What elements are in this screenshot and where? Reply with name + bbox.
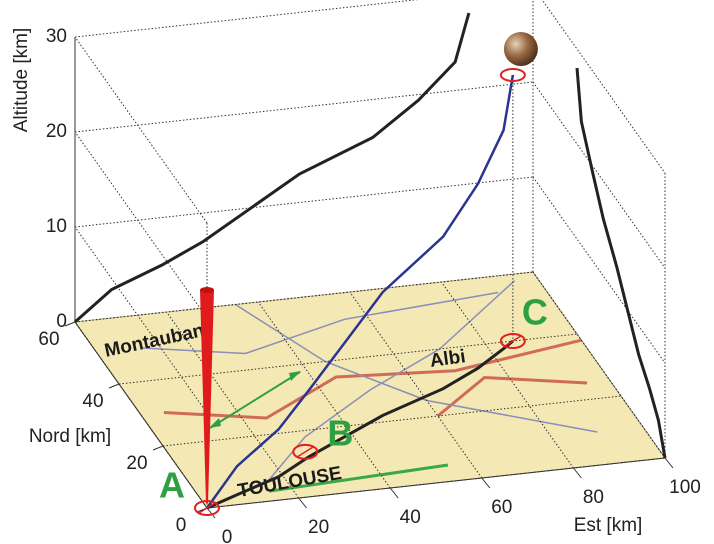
point-label: B <box>327 412 353 453</box>
tick-mark <box>298 497 307 509</box>
y-tick-label: 60 <box>38 329 59 350</box>
balloon <box>503 32 538 66</box>
x-tick-label: 0 <box>222 527 233 544</box>
map-road <box>436 375 588 418</box>
point-marker <box>499 333 526 349</box>
z-tick-label: 0 <box>56 311 67 332</box>
grid-line <box>440 281 574 469</box>
arrow-head <box>289 371 301 381</box>
map-road <box>268 463 449 493</box>
grid-line <box>74 81 534 133</box>
grid-line <box>532 81 666 269</box>
grid-line <box>257 301 391 489</box>
labels: 0 10 20 30 0 20 40 60 80 100 0 20 40 60 Est [km] Nord [… <box>11 26 701 544</box>
tick-mark <box>573 467 582 479</box>
map-road <box>142 291 499 355</box>
z-tick-label: 10 <box>46 216 67 237</box>
tick-mark <box>108 383 120 389</box>
point-marker-cross <box>198 502 216 514</box>
tick-mark <box>152 445 164 451</box>
grid-line <box>74 226 208 414</box>
point-marker-cross <box>504 335 522 347</box>
point-label: C <box>522 292 548 333</box>
wind-needle <box>200 290 214 503</box>
trajectory-ground <box>206 339 514 510</box>
y-tick-label: 40 <box>82 391 103 412</box>
map-label: Albi <box>428 346 466 372</box>
map-road <box>264 280 516 486</box>
grid-line <box>74 131 208 319</box>
y-tick-label: 0 <box>176 515 187 536</box>
x-tick-label: 60 <box>491 497 512 518</box>
y-axis-label: Nord [km] <box>29 426 111 447</box>
trajectory-wall-east <box>575 67 667 459</box>
grid-line <box>74 36 208 224</box>
wind-needle-top <box>200 287 214 293</box>
map-road <box>163 338 582 420</box>
grid-line <box>541 0 666 174</box>
grid <box>64 0 674 519</box>
x-tick-label: 80 <box>583 487 604 508</box>
curves <box>74 12 667 516</box>
grid-line <box>532 271 666 459</box>
trajectory-wall-north <box>74 12 471 324</box>
arrow <box>209 371 301 429</box>
trajectory <box>205 74 515 509</box>
z-tick-label: 20 <box>46 121 67 142</box>
tick-mark <box>664 457 674 469</box>
tick-mark <box>389 487 399 499</box>
marker <box>499 68 526 82</box>
z-axis-label: Altitude [km] <box>11 28 32 133</box>
arrow-head <box>209 418 221 428</box>
z-tick-label: 30 <box>46 26 67 47</box>
grid-line <box>74 176 534 228</box>
point-marker <box>194 500 220 516</box>
point-label: A <box>159 465 185 506</box>
x-tick-label: 20 <box>308 517 329 538</box>
grid-line <box>532 176 666 364</box>
tick-mark <box>206 507 216 519</box>
point-marker <box>292 443 319 460</box>
grid-line <box>349 291 483 479</box>
point-marker-cross <box>296 446 314 458</box>
x-tick-label: 40 <box>400 507 421 528</box>
tick-mark <box>481 477 491 489</box>
x-axis-label: Est [km] <box>574 515 643 536</box>
grid-line <box>166 311 300 499</box>
y-tick-label: 20 <box>126 453 147 474</box>
x-tick-label: 100 <box>669 477 701 498</box>
tick-mark <box>64 321 76 327</box>
grid-line <box>532 271 666 459</box>
